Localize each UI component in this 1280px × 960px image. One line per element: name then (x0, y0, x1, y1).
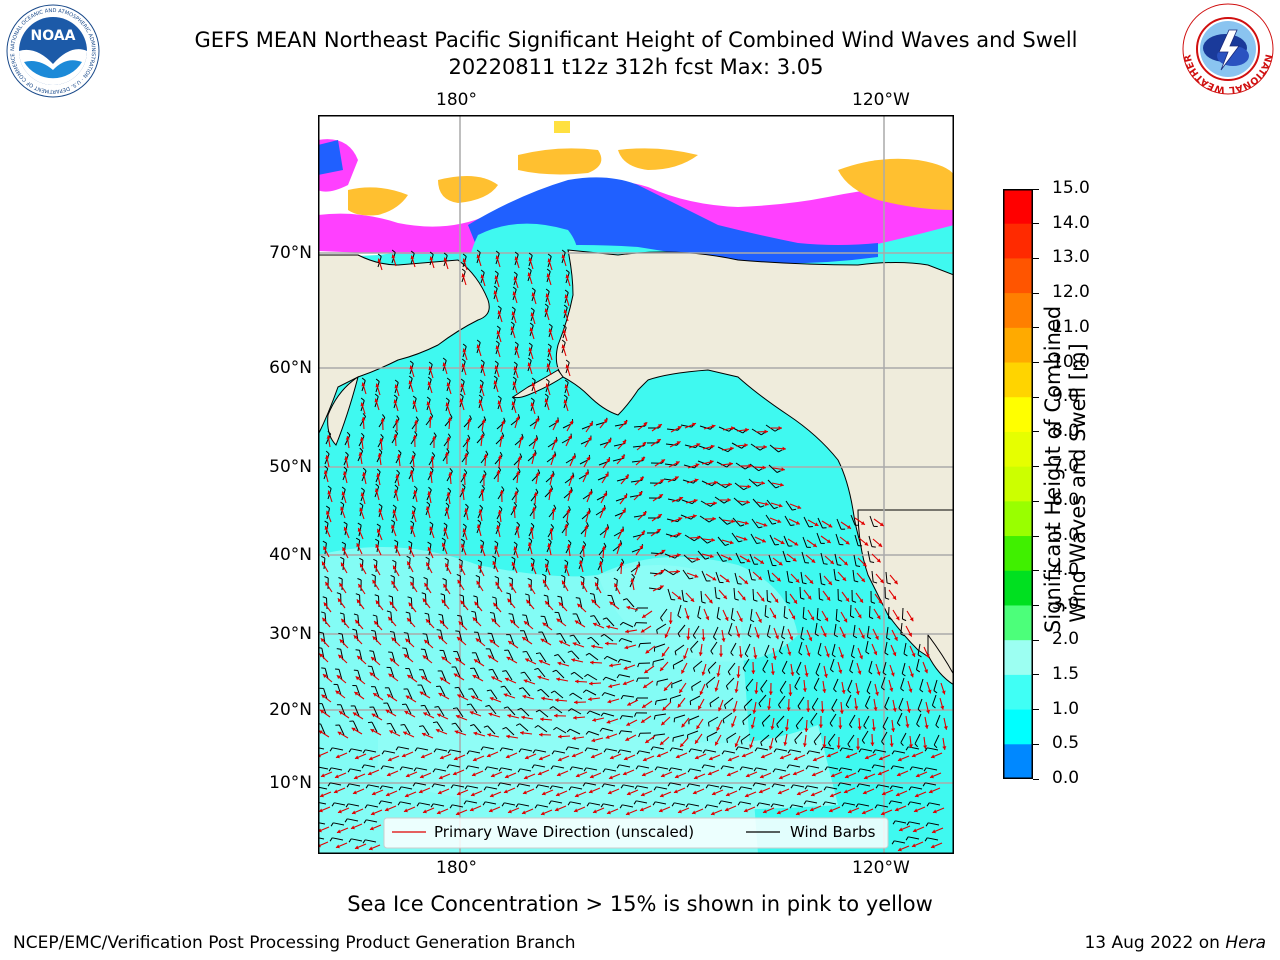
colorbar-label: 6.0 (1052, 490, 1080, 511)
colorbar-tick (1033, 466, 1039, 468)
colorbar-tick (1033, 639, 1039, 641)
colorbar-label: 1.0 (1052, 698, 1080, 719)
legend-wave-label: Primary Wave Direction (unscaled) (434, 823, 694, 841)
legend-wind-label: Wind Barbs (790, 823, 876, 841)
x-tick-top-120w: 120°W (852, 90, 910, 110)
colorbar (1003, 189, 1033, 780)
colorbar-band (1003, 258, 1033, 294)
colorbar-tick (1033, 431, 1039, 433)
x-tick-top-180: 180° (436, 90, 477, 110)
colorbar-title-line2: Wind Waves and Swell [m] (1066, 343, 1090, 623)
colorbar-tick (1033, 396, 1039, 398)
map-subtitle: 20220811 t12z 312h fcst Max: 3.05 (448, 55, 824, 79)
land-kamchatka (327, 375, 359, 446)
nws-logo: NATIONAL WEATHER SERVICE (1177, 0, 1275, 96)
colorbar-label: 7.0 (1052, 455, 1080, 476)
colorbar-title-line1: Significant Height of Combined (1041, 305, 1065, 633)
colorbar-tick (1033, 188, 1039, 190)
land-alaska-peninsula (511, 369, 564, 399)
y-tick-10n: 10°N (269, 773, 312, 793)
colorbar-label: 8.0 (1052, 420, 1080, 441)
colorbar-label: 12.0 (1052, 282, 1090, 303)
x-tick-bottom-180: 180° (436, 858, 477, 878)
footer-branch: NCEP/EMC/Verification Post Processing Pr… (13, 933, 576, 953)
sea-ice-yellow-2 (438, 176, 498, 203)
footer-date: 13 Aug 2022 on Hera (1084, 933, 1266, 953)
colorbar-band (1003, 431, 1033, 468)
colorbar-label: 14.0 (1052, 212, 1090, 233)
sea-ice-yellow-5 (838, 158, 954, 210)
colorbar-label: 3.0 (1052, 594, 1080, 615)
colorbar-tick (1033, 500, 1039, 502)
colorbar-tick (1033, 257, 1039, 259)
colorbar-band (1003, 536, 1033, 572)
colorbar-tick (1033, 709, 1039, 711)
wave-height-patch-core (598, 557, 798, 662)
colorbar-band (1003, 362, 1033, 398)
colorbar-label: 2.0 (1052, 629, 1080, 650)
colorbar-band (1003, 466, 1033, 502)
colorbar-tick (1033, 570, 1039, 572)
colorbar-band (1003, 293, 1033, 329)
colorbar-band (1003, 744, 1033, 780)
colorbar-tick (1033, 223, 1039, 225)
colorbar-tick (1033, 604, 1039, 606)
sea-ice-yellow-1 (348, 187, 408, 216)
colorbar-band (1003, 570, 1033, 606)
map-panel: Primary Wave Direction (unscaled) Wind B… (318, 115, 954, 854)
colorbar-band (1003, 709, 1033, 745)
wave-direction-layer (318, 254, 948, 852)
noaa-logo: NOAA NATIONAL OCEANIC AND ATMOSPHERIC AD… (6, 4, 100, 98)
map-title: GEFS MEAN Northeast Pacific Significant … (194, 28, 1078, 52)
y-tick-60n: 60°N (269, 358, 312, 378)
colorbar-label: 5.0 (1052, 525, 1080, 546)
map-gridlines (318, 115, 954, 854)
footer-date-text: 13 Aug 2022 on (1084, 933, 1220, 953)
colorbar-label: 11.0 (1052, 316, 1090, 337)
colorbar-label: 0.5 (1052, 733, 1080, 754)
x-tick-bottom-120w: 120°W (852, 858, 910, 878)
colorbar-tick (1033, 327, 1039, 329)
wave-height-patch-central (378, 708, 838, 810)
colorbar-label: 4.0 (1052, 559, 1080, 580)
colorbar-label: 10.0 (1052, 351, 1090, 372)
map-border (318, 115, 954, 854)
colorbar-tick (1033, 535, 1039, 537)
colorbar-tick (1033, 743, 1039, 745)
map-legend: Primary Wave Direction (unscaled) Wind B… (383, 817, 889, 849)
colorbar-title: Significant Height of Combined Wind Wave… (1041, 305, 1101, 633)
sea-ice-yellow-6 (554, 121, 570, 133)
colorbar-label: 9.0 (1052, 386, 1080, 407)
colorbar-band (1003, 501, 1033, 537)
sea-ice-yellow-3 (518, 148, 602, 175)
colorbar-tick (1033, 778, 1039, 780)
sea-ice-blue-west (318, 140, 343, 175)
colorbar-label: 1.5 (1052, 663, 1080, 684)
land-baja (927, 633, 954, 686)
sea-ice-caption: Sea Ice Concentration > 15% is shown in … (347, 892, 933, 916)
y-tick-50n: 50°N (269, 457, 312, 477)
colorbar-band (1003, 397, 1033, 433)
colorbar-band (1003, 605, 1033, 641)
colorbar-band (1003, 223, 1033, 259)
colorbar-tick (1033, 674, 1039, 676)
colorbar-band (1003, 189, 1033, 225)
colorbar-band (1003, 674, 1033, 711)
noaa-logo-text: NOAA (31, 28, 76, 44)
colorbar-band (1003, 640, 1033, 676)
colorbar-tick (1033, 362, 1039, 364)
colorbar-label: 15.0 (1052, 178, 1090, 198)
y-tick-20n: 20°N (269, 700, 312, 720)
y-tick-70n: 70°N (269, 243, 312, 263)
colorbar-label: 0.0 (1052, 768, 1080, 788)
y-tick-30n: 30°N (269, 624, 312, 644)
colorbar-band (1003, 327, 1033, 364)
footer-host: Hera (1225, 933, 1266, 953)
colorbar-tick (1033, 292, 1039, 294)
sea-ice-yellow-4 (618, 148, 698, 170)
colorbar-label: 13.0 (1052, 247, 1090, 268)
y-tick-40n: 40°N (269, 545, 312, 565)
